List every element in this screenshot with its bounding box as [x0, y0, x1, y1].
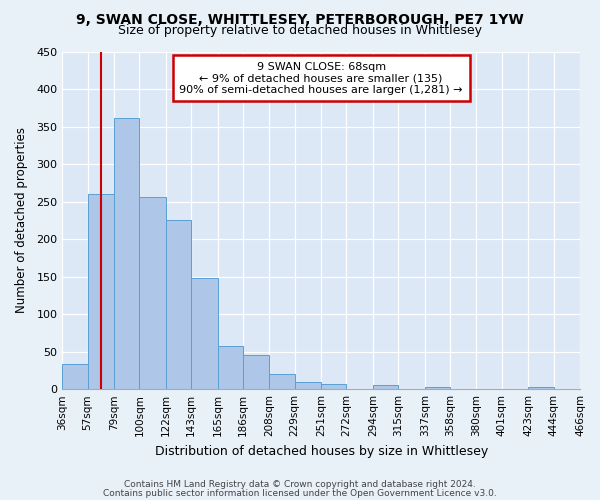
- Bar: [88, 194, 114, 389]
- Bar: [580, 388, 600, 389]
- Bar: [243, 356, 269, 389]
- Bar: [62, 364, 88, 389]
- Bar: [191, 278, 218, 389]
- Y-axis label: Number of detached properties: Number of detached properties: [15, 128, 28, 314]
- Text: Contains HM Land Registry data © Crown copyright and database right 2024.: Contains HM Land Registry data © Crown c…: [124, 480, 476, 489]
- Text: Size of property relative to detached houses in Whittlesey: Size of property relative to detached ho…: [118, 24, 482, 37]
- Bar: [321, 384, 346, 389]
- Bar: [528, 387, 554, 389]
- Bar: [269, 374, 295, 389]
- X-axis label: Distribution of detached houses by size in Whittlesey: Distribution of detached houses by size …: [155, 444, 488, 458]
- Bar: [218, 346, 243, 389]
- Bar: [139, 197, 166, 389]
- Bar: [114, 118, 139, 389]
- Text: 9, SWAN CLOSE, WHITTLESEY, PETERBOROUGH, PE7 1YW: 9, SWAN CLOSE, WHITTLESEY, PETERBOROUGH,…: [76, 12, 524, 26]
- Bar: [425, 387, 450, 389]
- Text: 9 SWAN CLOSE: 68sqm
← 9% of detached houses are smaller (135)
90% of semi-detach: 9 SWAN CLOSE: 68sqm ← 9% of detached hou…: [179, 62, 463, 95]
- Bar: [166, 220, 191, 389]
- Text: Contains public sector information licensed under the Open Government Licence v3: Contains public sector information licen…: [103, 488, 497, 498]
- Bar: [373, 384, 398, 389]
- Bar: [295, 382, 321, 389]
